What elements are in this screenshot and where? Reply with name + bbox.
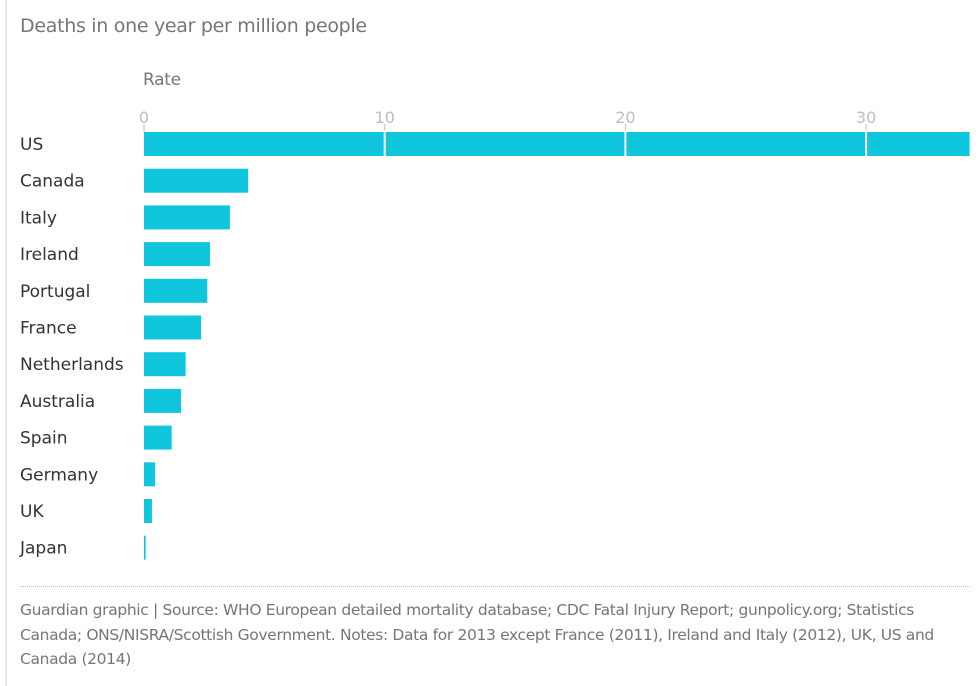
source-note: Guardian graphic | Source: WHO European … <box>20 601 934 668</box>
category-label: Germany <box>20 465 98 485</box>
x-tick-label: 30 <box>856 108 876 127</box>
bars-group <box>144 132 970 560</box>
x-axis: 0 10 20 30 <box>139 108 876 132</box>
bar-canada <box>144 168 249 193</box>
left-border <box>5 0 7 686</box>
category-label: Spain <box>20 429 68 449</box>
chart-title: Deaths in one year per million people <box>20 15 367 37</box>
x-tick-label: 0 <box>139 108 149 127</box>
category-label: Canada <box>20 172 85 192</box>
category-label: Netherlands <box>20 355 124 375</box>
category-label: Portugal <box>20 282 90 302</box>
bar-uk <box>144 499 152 523</box>
category-label: US <box>20 135 43 155</box>
bar-ireland <box>144 242 210 267</box>
x-tick-label: 20 <box>615 108 635 127</box>
bar-us <box>144 132 970 156</box>
bar-portugal <box>144 278 208 303</box>
footer-divider <box>20 586 970 587</box>
category-label: France <box>20 319 77 339</box>
bar-italy <box>144 205 230 230</box>
bar-germany <box>144 462 156 487</box>
bar-spain <box>144 425 172 450</box>
category-label: Ireland <box>20 245 79 265</box>
gridlines <box>383 130 868 560</box>
category-label: Italy <box>20 208 57 228</box>
x-tick-label: 10 <box>375 108 395 127</box>
bar-japan <box>144 535 146 560</box>
x-axis-title: Rate <box>143 70 181 90</box>
category-label: Australia <box>20 392 95 412</box>
bar-netherlands <box>144 352 186 377</box>
bar-france <box>144 315 202 340</box>
category-labels: US Canada Italy Ireland Portugal France Nether… <box>19 135 124 559</box>
category-label: UK <box>20 502 44 522</box>
category-label: Japan <box>19 539 67 559</box>
bar-chart: 0 10 20 30 US Canada Italy Ireland Portugal Fran… <box>19 108 970 560</box>
bar-australia <box>144 388 182 413</box>
